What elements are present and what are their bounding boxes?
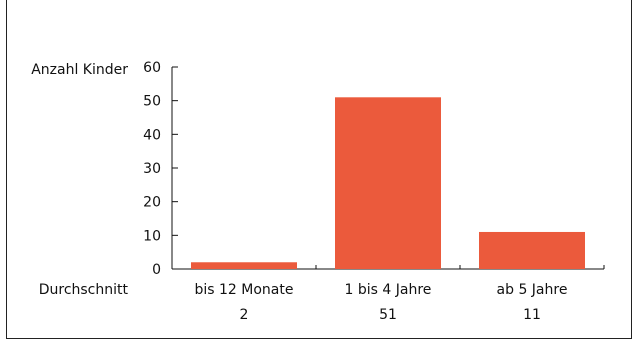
bar [479, 231, 585, 269]
category-label: 1 bis 4 Jahre [345, 282, 432, 298]
y-tick-label: 20 [143, 195, 161, 211]
labels-group: bis 12 Monate 2 1 bis 4 Jahre 51 ab 5 Jahre 1… [195, 282, 568, 323]
y-tick-label: 0 [152, 262, 161, 278]
bars-group [191, 97, 585, 269]
value-label: 51 [379, 307, 397, 323]
y-axis: 0 10 20 30 40 50 60 [143, 60, 178, 278]
y-tick-label: 40 [143, 127, 161, 143]
y-axis-label: Anzahl Kinder [31, 62, 128, 78]
bar [191, 262, 297, 269]
y-tick-label: 50 [143, 94, 161, 110]
y-tick-label: 60 [143, 60, 161, 76]
value-label: 11 [523, 307, 541, 323]
y-tick-label: 10 [143, 228, 161, 244]
value-label: 2 [240, 307, 249, 323]
chart-frame [6, 0, 632, 339]
bar [335, 97, 441, 269]
category-label: bis 12 Monate [195, 282, 294, 298]
row-label: Durchschnitt [39, 282, 129, 298]
category-label: ab 5 Jahre [497, 282, 568, 298]
y-tick-label: 30 [143, 161, 161, 177]
